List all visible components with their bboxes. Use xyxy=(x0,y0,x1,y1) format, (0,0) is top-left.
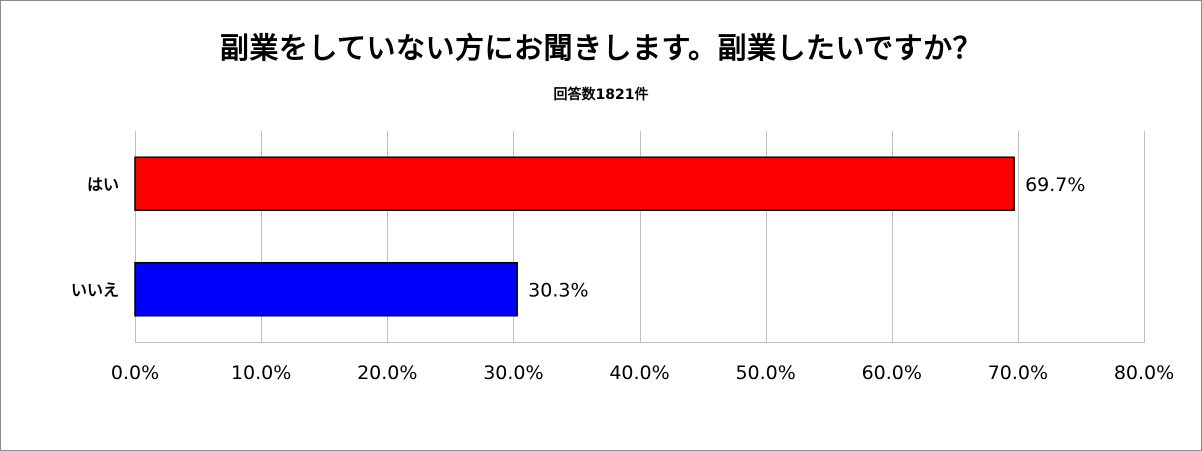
x-tick-label: 20.0% xyxy=(357,362,417,384)
x-tick-label: 0.0% xyxy=(111,362,159,384)
x-tick-label: 80.0% xyxy=(1114,362,1174,384)
chart-subtitle: 回答数1821件 xyxy=(553,87,649,103)
data-label: 69.7% xyxy=(1025,174,1085,196)
bar xyxy=(134,262,518,317)
x-tick-label: 30.0% xyxy=(483,362,543,384)
data-label: 30.3% xyxy=(528,279,588,301)
x-tick-label: 60.0% xyxy=(862,362,922,384)
bar xyxy=(134,156,1015,211)
chart-title: 副業をしていない方にお聞きします。副業したいですか？ xyxy=(219,31,983,65)
category-label: いいえ xyxy=(71,280,119,299)
category-label: はい xyxy=(87,175,119,194)
x-tick-label: 10.0% xyxy=(231,362,291,384)
x-tick-label: 70.0% xyxy=(988,362,1048,384)
x-tick-label: 40.0% xyxy=(609,362,669,384)
x-tick-label: 50.0% xyxy=(735,362,795,384)
